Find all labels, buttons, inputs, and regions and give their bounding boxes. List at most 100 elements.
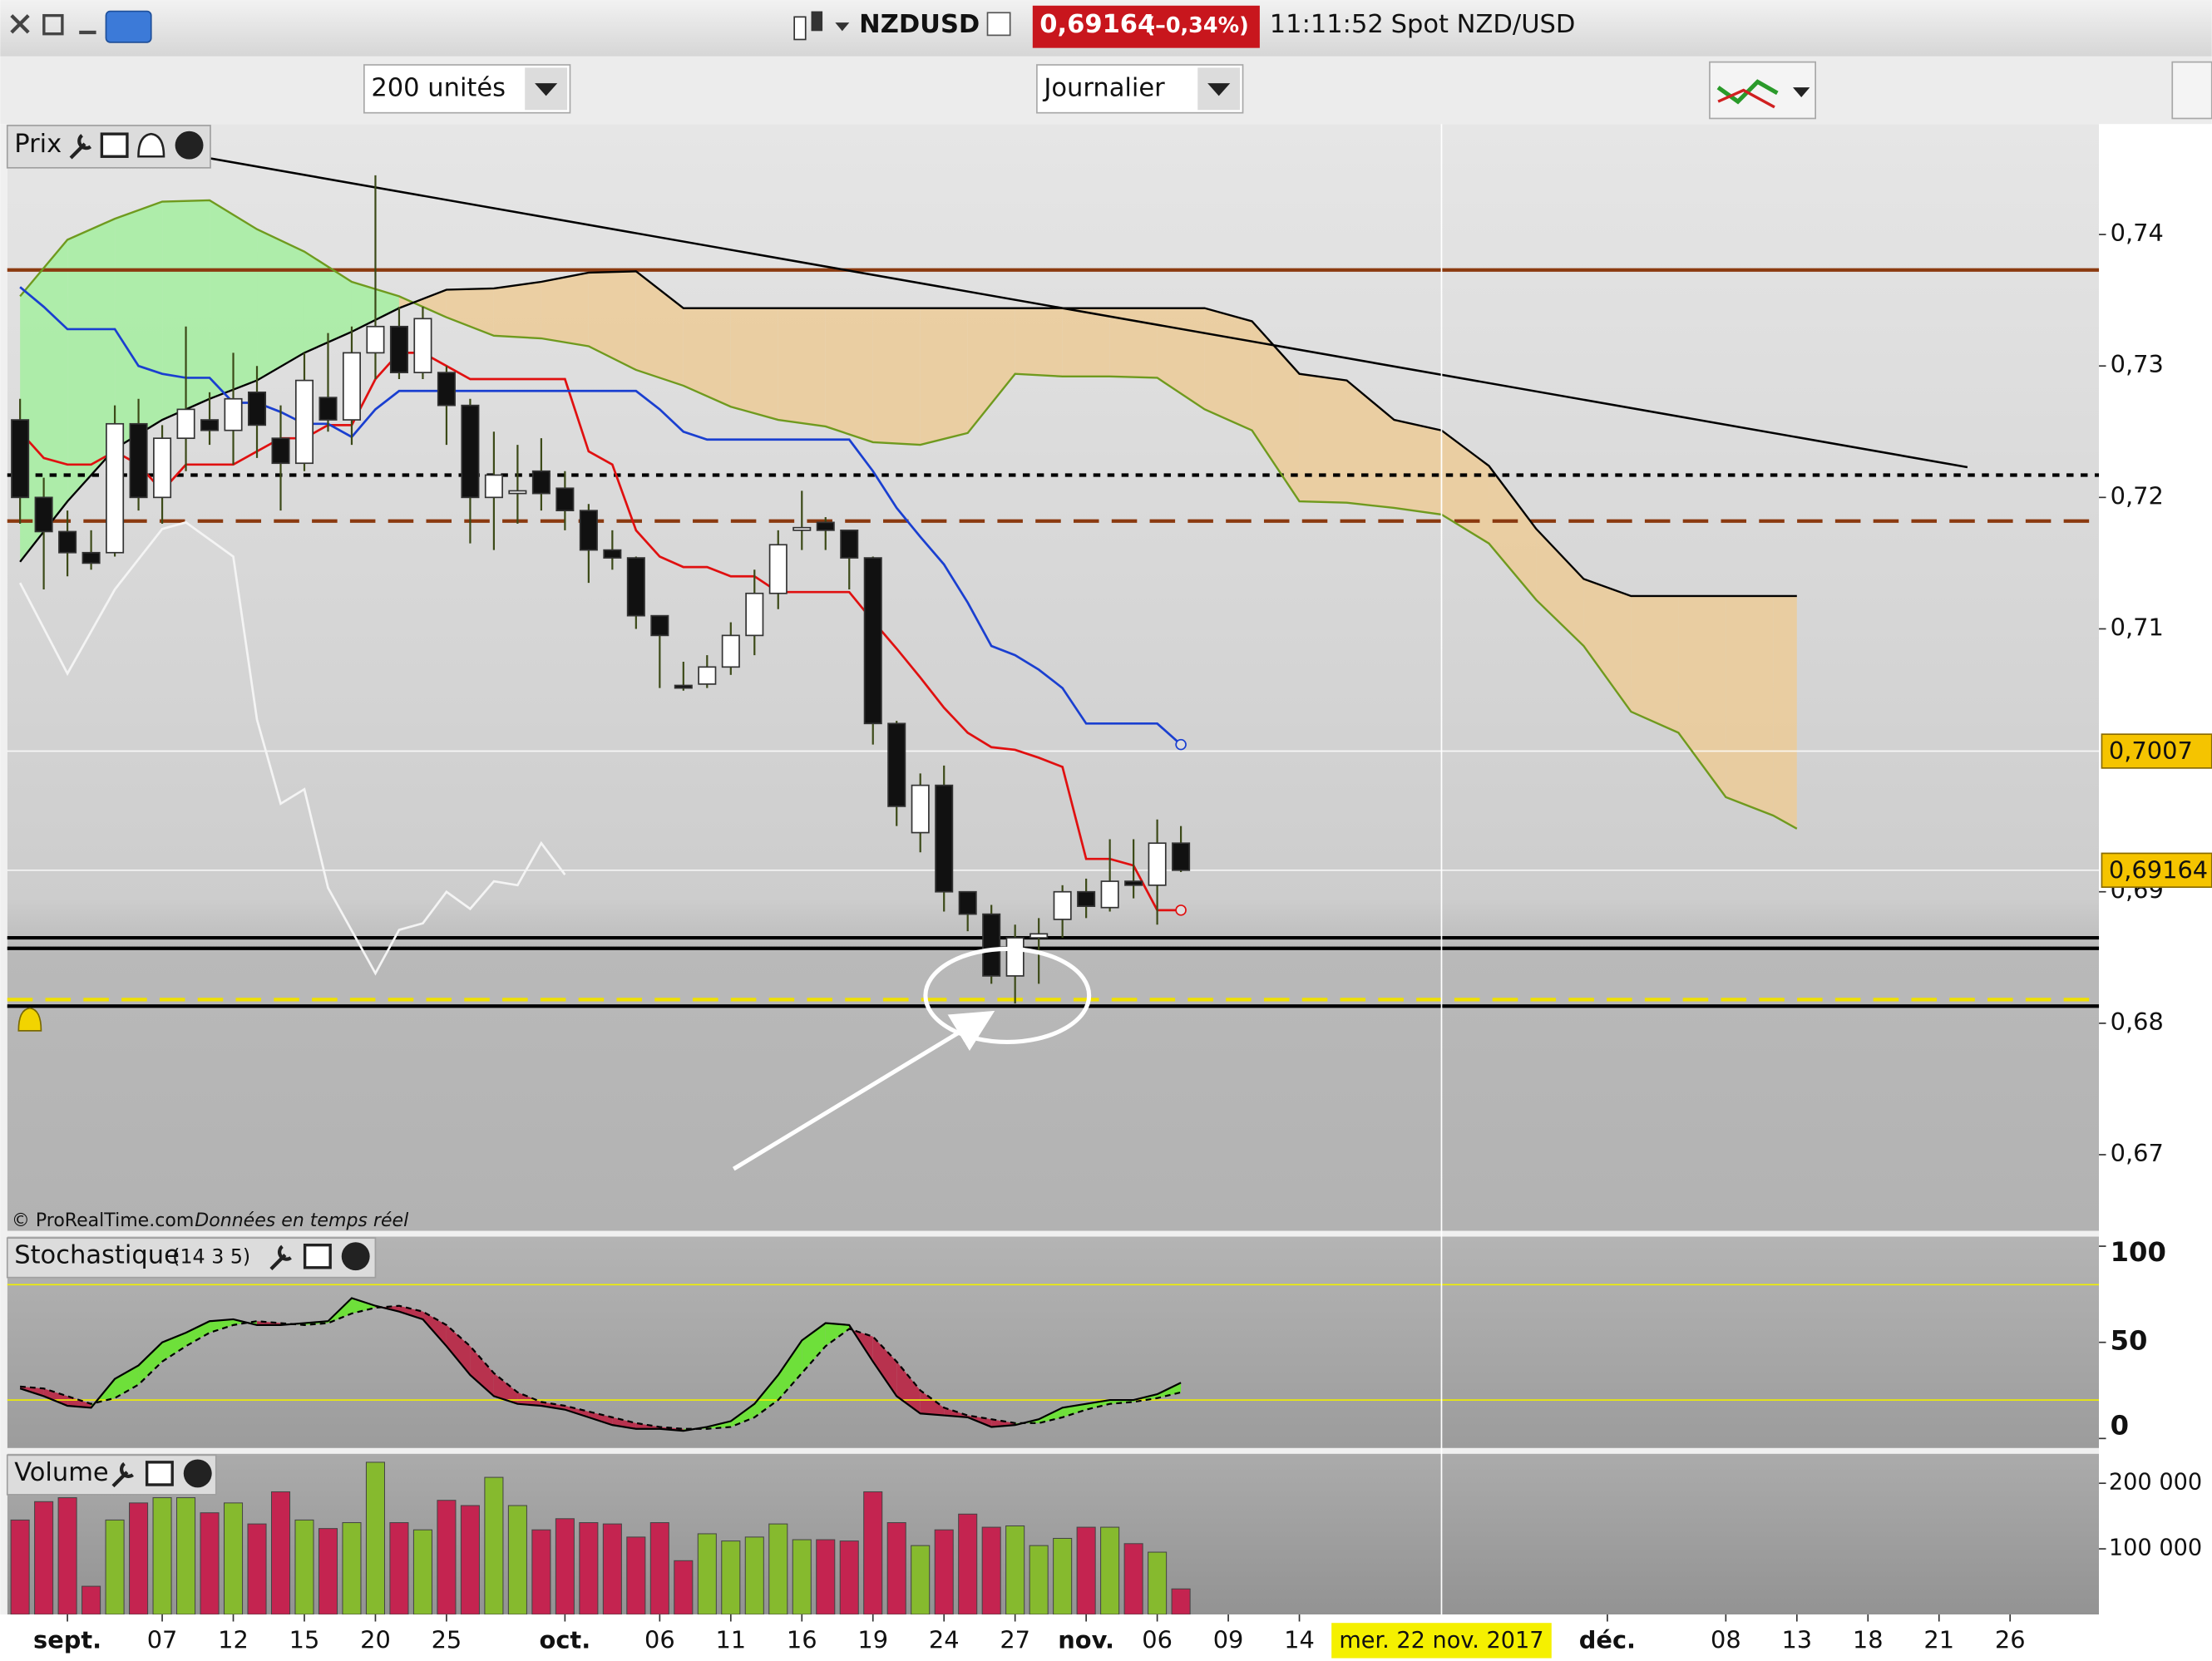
close-icon[interactable] [341,1242,370,1271]
cloud-fill [1252,321,1300,502]
volume-bar [34,1501,54,1615]
candle-body [674,684,693,689]
close-icon[interactable] [175,131,204,160]
alert-bell[interactable] [17,1007,42,1032]
stochastic-fill [730,1403,755,1427]
candle-body [200,419,220,431]
units-dropdown[interactable]: 200 unités [363,64,571,114]
candle-body [11,419,30,499]
indicator-button[interactable] [1709,61,1816,120]
x-tick-label: nov. [1058,1625,1114,1654]
candle-body [129,422,148,499]
candle-body [342,352,361,421]
period-dropdown[interactable]: Journalier [1036,64,1244,114]
candle-body [153,437,172,499]
volume-bar [886,1522,906,1615]
keyboard-button[interactable] [105,10,152,43]
cloud-fill [683,308,731,407]
cloud-span [19,270,1797,598]
price-label: 0,7007 [2109,737,2193,765]
candle-body [294,379,314,465]
stochastic-fill [351,1298,376,1314]
info-icon[interactable] [986,12,1011,37]
candle-body [555,487,575,511]
volume-bar [602,1523,622,1615]
cloud-fill [1299,373,1347,503]
x-tick-label: 06 [1142,1625,1173,1654]
stochastic-fill [920,1390,945,1416]
x-tick-label: 18 [1853,1625,1884,1654]
volume-bar [460,1505,480,1615]
candle-body [1053,890,1072,920]
close-button[interactable] [10,14,30,34]
y-tick-label: 100 [2111,1236,2166,1268]
volume-bar [1029,1545,1049,1615]
volume-bar [697,1533,717,1615]
volume-bar [626,1536,646,1615]
cloud-fill [1726,595,1774,816]
volume-bar [81,1585,101,1615]
candle-body [579,510,598,551]
volume-bar [318,1528,338,1615]
stochastic-fill [1109,1400,1134,1404]
stochastic-d [20,1304,1182,1430]
side-button[interactable] [2171,61,2212,120]
price-change: (–0,34%) [1145,12,1248,37]
stochastic-fill [210,1318,234,1333]
candle-body [366,325,385,354]
window-icon[interactable] [100,132,129,158]
volume-bar [437,1500,457,1615]
stochastic-fill [1015,1419,1039,1426]
y-tick-label: 100 000 [2109,1535,2202,1561]
x-tick-label: 09 [1213,1625,1244,1654]
y-tick-label: 50 [2111,1325,2148,1357]
window-icon[interactable] [145,1461,174,1486]
volume-bar [1100,1526,1120,1615]
volume-bar [342,1522,362,1615]
dropdown-arrow [835,22,850,32]
cloud-fill [1489,466,1537,600]
dropdown-arrow [1207,83,1231,96]
panel-separator [0,1230,2100,1237]
window-buttons[interactable] [10,10,152,43]
line-end-marker [1175,738,1187,751]
cloud-fill [67,219,116,502]
settings-icon[interactable] [111,1461,134,1488]
candle-body [982,913,1001,977]
panel-separator [0,1447,2100,1454]
window-icon[interactable] [303,1243,332,1269]
price-label: 0,69164 [2109,855,2208,884]
x-tick-label: 15 [289,1625,320,1654]
annotation-circle [923,946,1092,1044]
candle-body [911,784,930,834]
volume-bar [721,1540,741,1615]
candle-body [650,614,669,637]
y-tick-label: 0,73 [2111,350,2164,378]
settings-icon[interactable] [269,1245,292,1270]
x-tick-label: 19 [857,1625,888,1654]
x-tick-label: 21 [1923,1625,1954,1654]
volume-bar [129,1502,149,1615]
bell-icon[interactable] [17,1007,42,1032]
cloud-fill [1015,308,1063,377]
dropdown-arrow [535,83,558,96]
stochastic-fill [115,1365,139,1398]
stochastic-fill [754,1375,778,1417]
candle-body [531,470,551,495]
candle-body [484,474,503,499]
volume-bar [10,1519,30,1615]
maximize-button[interactable] [42,13,64,36]
volume-bar [674,1560,694,1615]
volume-bar [1053,1537,1073,1615]
volume-bar [934,1529,954,1615]
settings-icon[interactable] [69,134,92,160]
volume-bar [223,1502,244,1615]
alert-icon[interactable] [137,132,165,158]
volume-bar [792,1539,812,1615]
axis-layer: 0,670,680,690,710,720,730,740,70070,6916… [0,219,2212,1661]
cloud-fill [588,271,636,370]
close-icon[interactable] [183,1459,212,1488]
chart-type-icon[interactable] [793,11,850,41]
candle-body [721,634,740,668]
volume-bar [649,1522,669,1615]
